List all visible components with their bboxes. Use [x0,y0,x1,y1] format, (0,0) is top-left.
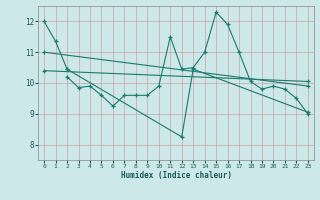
X-axis label: Humidex (Indice chaleur): Humidex (Indice chaleur) [121,171,231,180]
